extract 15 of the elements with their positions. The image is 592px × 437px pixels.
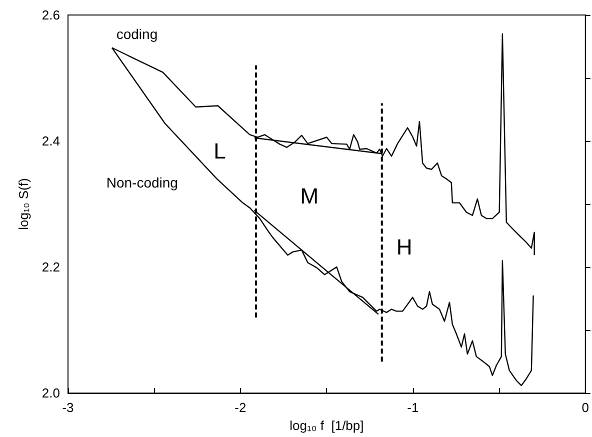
y-tick-label: 2.2 <box>42 260 60 275</box>
x-axis-title: log₁₀ f [1/bp] <box>290 418 364 433</box>
annotation: M <box>300 183 319 208</box>
y-tick-label: 2.6 <box>42 8 60 22</box>
annotation: H <box>396 234 412 260</box>
x-tick-label: -1 <box>407 400 419 416</box>
x-tick-label: 0 <box>582 400 589 416</box>
y-tick-label: 2.0 <box>42 386 60 401</box>
x-tick-label: -2 <box>234 400 246 416</box>
annotation: L <box>214 138 226 164</box>
y-tick-label: 2.4 <box>42 134 60 149</box>
x-tick-label: -3 <box>62 400 74 416</box>
y-axis-title: log₁₀ S(f) <box>16 178 31 230</box>
series-label: coding <box>116 26 158 42</box>
series-label: Non-coding <box>106 174 178 191</box>
